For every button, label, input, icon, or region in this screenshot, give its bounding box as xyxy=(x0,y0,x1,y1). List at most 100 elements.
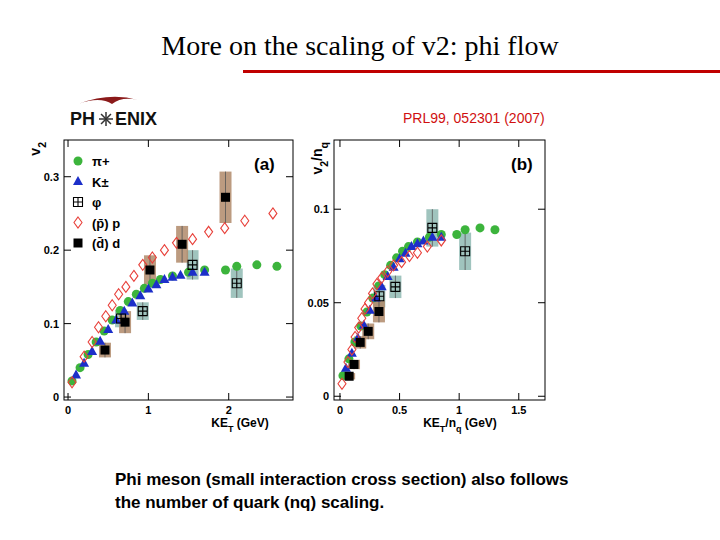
data-point xyxy=(369,288,377,299)
legend-marker xyxy=(74,217,82,228)
data-point xyxy=(119,306,129,315)
panel-label: (a) xyxy=(254,155,275,174)
error-box xyxy=(99,343,111,358)
x-tick xyxy=(68,140,69,147)
x-tick-label: 0 xyxy=(65,404,71,416)
data-point xyxy=(205,226,213,237)
data-point xyxy=(374,307,383,316)
caption: Phi meson (small interaction cross secti… xyxy=(115,470,568,489)
logo-swoosh xyxy=(78,97,138,104)
x-tick xyxy=(518,393,519,400)
data-point xyxy=(427,232,437,241)
y-tick-label: 0.1 xyxy=(44,318,59,330)
data-point xyxy=(122,281,130,292)
y-tick xyxy=(538,302,545,303)
x-tick xyxy=(399,393,400,400)
y-tick-label: 0 xyxy=(323,390,329,402)
data-point xyxy=(168,271,177,280)
data-point xyxy=(148,252,156,263)
data-point xyxy=(272,262,281,271)
legend-label: K± xyxy=(92,175,109,190)
legend: π+K±φ(p̄) p(d̄) d xyxy=(73,154,120,251)
y-tick-label: 0.3 xyxy=(44,171,59,183)
data-point xyxy=(413,247,421,258)
data-point xyxy=(189,234,197,245)
data-point xyxy=(452,230,461,239)
reference: PRL99, 052301 (2007) xyxy=(403,110,545,126)
label-part: (GeV) xyxy=(233,416,268,430)
data-point xyxy=(269,208,277,219)
data-point xyxy=(200,267,210,276)
data-point xyxy=(145,266,154,275)
data-point xyxy=(418,236,428,245)
data-point xyxy=(356,338,365,347)
label-part: v xyxy=(27,148,43,156)
data-point xyxy=(365,297,373,308)
y-tick-label: 0.1 xyxy=(314,203,329,215)
data-point xyxy=(108,300,116,311)
slide-title: More on the scaling of v2: phi flow xyxy=(161,30,559,61)
data-point xyxy=(232,262,241,271)
logo-star-ray xyxy=(106,114,111,119)
panel-label: (b) xyxy=(511,155,533,174)
data-point xyxy=(178,240,187,249)
y-tick xyxy=(286,176,293,177)
x-tick-label: 0 xyxy=(337,404,343,416)
error-box xyxy=(220,172,232,223)
error-box xyxy=(373,301,385,323)
data-point xyxy=(138,307,147,316)
x-tick xyxy=(228,393,229,400)
data-point xyxy=(221,266,230,275)
data-point xyxy=(80,351,88,362)
data-point xyxy=(102,311,110,322)
x-tick-label: 2 xyxy=(226,404,232,416)
data-point xyxy=(490,225,499,234)
logo-text: PH xyxy=(70,109,95,129)
slide-canvas: More on the scaling of v2: phi flow PH ENI… xyxy=(0,0,720,540)
x-tick xyxy=(459,140,460,147)
x-tick xyxy=(148,140,149,147)
data-point xyxy=(398,257,406,268)
data-point xyxy=(405,250,413,261)
data-point xyxy=(68,377,76,388)
y-tick xyxy=(64,323,71,324)
legend-marker xyxy=(74,198,83,207)
x-tick-label: 1 xyxy=(145,404,151,416)
legend-label: (d̄) d xyxy=(92,236,120,251)
x-tick xyxy=(339,140,340,147)
x-axis-label: KET (GeV) xyxy=(211,416,269,434)
slide: More on the scaling of v2: phi flow PH ENI… xyxy=(0,0,720,540)
label-part: KE xyxy=(211,416,228,430)
plot-area xyxy=(338,209,499,389)
data-point xyxy=(361,303,369,314)
data-point xyxy=(378,272,386,283)
data-point xyxy=(437,235,445,246)
data-point xyxy=(350,360,359,369)
data-point xyxy=(476,223,485,232)
error-box xyxy=(187,250,199,279)
legend-label: π+ xyxy=(92,154,110,169)
data-point xyxy=(428,223,437,232)
legend-marker xyxy=(74,157,83,166)
data-point xyxy=(241,215,249,226)
data-point xyxy=(135,290,145,299)
error-box xyxy=(348,360,360,369)
y-tick xyxy=(286,250,293,251)
x-axis-label: KET/nq (GeV) xyxy=(423,416,497,434)
data-point xyxy=(115,289,123,300)
data-point xyxy=(221,193,230,202)
data-point xyxy=(364,327,373,336)
data-point xyxy=(159,274,169,283)
error-box xyxy=(231,269,243,298)
label-part: /n xyxy=(309,148,325,160)
data-point xyxy=(160,245,168,256)
y-tick xyxy=(286,397,293,398)
data-point xyxy=(390,260,398,271)
data-point xyxy=(461,225,470,234)
data-point xyxy=(100,346,109,355)
logo-text: ENIX xyxy=(115,109,157,129)
chart-panel: 00.511.500.050.1KET/nq (GeV)v2/nq(b) xyxy=(308,140,545,434)
x-tick-label: 1 xyxy=(456,404,462,416)
x-tick xyxy=(518,140,519,147)
y-tick xyxy=(538,209,545,210)
